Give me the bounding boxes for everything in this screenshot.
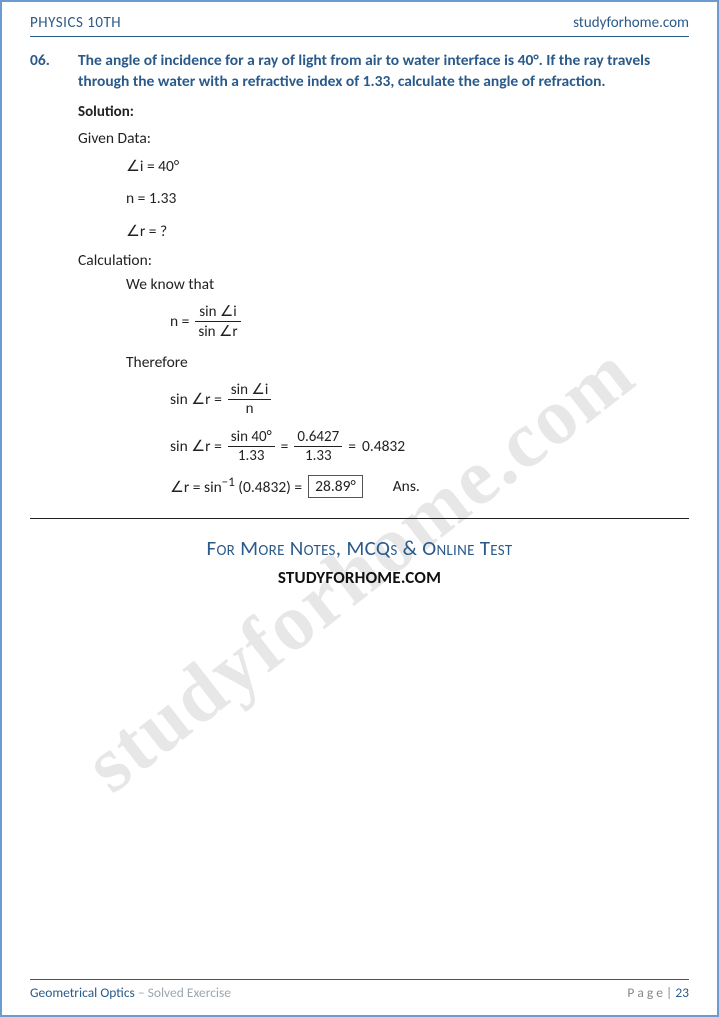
eq3-f2-den: 1.33 (294, 446, 342, 465)
question-text: The angle of incidence for a ray of ligh… (78, 51, 689, 93)
footer-chapter: Geometrical Optics (30, 984, 135, 1001)
promo-site-name: STUDYFORHOME (278, 567, 401, 588)
given-line-3: ∠r = ? (126, 216, 689, 249)
equation-sinr: sin ∠r = sin ∠i n (170, 380, 689, 418)
page-number: 23 (675, 984, 689, 1001)
question-number: 06. (30, 51, 78, 93)
eq2-num: sin ∠i (228, 380, 271, 399)
eq2-lhs: sin ∠r = (170, 390, 222, 409)
section-divider (30, 518, 689, 519)
eq3-lhs: sin ∠r = (170, 437, 222, 456)
eq4-sup: −1 (222, 475, 235, 490)
eq4-left: ∠r = sin−1 (0.4832) = (170, 475, 302, 497)
footer-left: Geometrical Optics – Solved Exercise (30, 984, 231, 1001)
promo-site-tld: .COM (401, 567, 441, 588)
therefore-label: Therefore (126, 351, 689, 374)
solution-heading: Solution: (78, 103, 689, 121)
given-data-label: Given Data: (78, 127, 689, 151)
page-footer: Geometrical Optics – Solved Exercise P a… (30, 979, 689, 1001)
header-right: studyforhome.com (573, 14, 689, 32)
given-line-1: ∠i = 40° (126, 151, 689, 184)
eq4-mid: (0.4832) = (235, 479, 302, 498)
header-left: PHYSICS 10TH (30, 14, 121, 32)
eq3-f1-num: sin 40° (228, 428, 275, 446)
page-header: PHYSICS 10TH studyforhome.com (30, 14, 689, 37)
given-line-2: n = 1.33 (126, 183, 689, 216)
eq3-rhs: 0.4832 (362, 437, 405, 456)
eq4-l: ∠r = sin (170, 479, 222, 498)
page-frame: studyforhome.com PHYSICS 10TH studyforho… (0, 0, 719, 1017)
eq3-f1-den: 1.33 (228, 446, 275, 465)
eq1-lhs: n = (170, 312, 189, 331)
eq1-den: sin ∠r (195, 321, 240, 341)
answer-box: 28.89° (308, 475, 363, 498)
equation-numeric: sin ∠r = sin 40° 1.33 = 0.6427 1.33 = 0.… (170, 428, 689, 465)
eq2-fraction: sin ∠i n (228, 380, 271, 418)
we-know-that: We know that (126, 273, 689, 296)
eq3-eq1: = (281, 437, 289, 456)
eq2-den: n (228, 399, 271, 418)
page-label: P a g e | (627, 984, 675, 1001)
content-area: 06. The angle of incidence for a ray of … (30, 51, 689, 588)
question-row: 06. The angle of incidence for a ray of … (30, 51, 689, 93)
equation-result: ∠r = sin−1 (0.4832) = 28.89° Ans. (170, 475, 689, 498)
promo-line-2: STUDYFORHOME.COM (30, 567, 689, 588)
eq1-num: sin ∠i (195, 302, 240, 321)
eq3-frac2: 0.6427 1.33 (294, 428, 342, 465)
eq3-frac1: sin 40° 1.33 (228, 428, 275, 465)
equation-snell: n = sin ∠i sin ∠r (170, 302, 689, 341)
eq1-fraction: sin ∠i sin ∠r (195, 302, 240, 341)
eq3-eq2: = (348, 437, 356, 456)
ans-label: Ans. (393, 477, 420, 496)
footer-subtitle: – Solved Exercise (135, 984, 231, 1001)
eq3-f2-num: 0.6427 (294, 428, 342, 446)
promo-line-1: For More Notes, MCQs & Online Test (30, 535, 689, 561)
calculation-label: Calculation: (78, 249, 689, 273)
footer-right: P a g e | 23 (627, 984, 689, 1001)
